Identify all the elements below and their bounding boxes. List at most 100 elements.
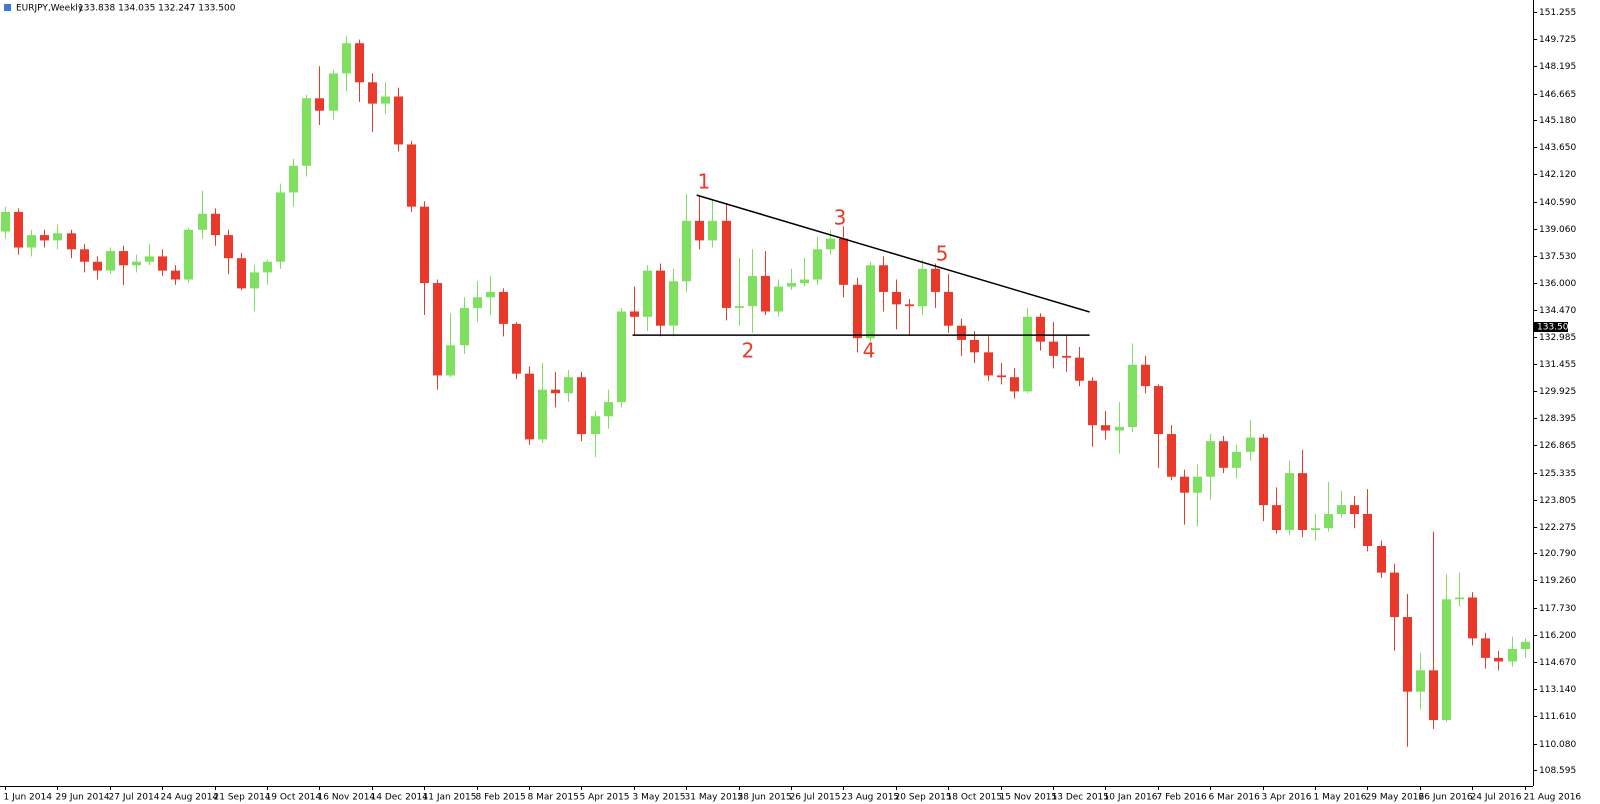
candle-body	[1455, 597, 1464, 600]
y-tick-label: 110.080	[1539, 740, 1576, 750]
x-tick-label: 29 May 2016	[1366, 793, 1425, 803]
candle-body	[499, 291, 508, 324]
candle-body	[171, 270, 180, 280]
candle-body	[1272, 505, 1281, 530]
candle-body	[1481, 638, 1490, 658]
candle-body	[1416, 670, 1425, 692]
candle-body	[604, 402, 613, 417]
x-tick-label: 1 May 2016	[1314, 793, 1367, 803]
candle-body	[211, 213, 220, 236]
candle-body	[315, 98, 324, 111]
candle-body	[1232, 451, 1241, 468]
candle-body	[839, 238, 848, 285]
candle-body	[1494, 657, 1503, 662]
candle-body	[735, 306, 744, 308]
candle-body	[106, 251, 115, 271]
y-tick-label: 151.255	[1539, 8, 1576, 18]
candle-body	[1285, 473, 1294, 530]
y-tick-label: 140.590	[1539, 198, 1576, 208]
candle-body	[538, 389, 547, 440]
x-tick-label: 28 Jun 2015	[738, 793, 792, 803]
y-tick-label: 143.650	[1539, 143, 1576, 153]
candle-body	[1141, 364, 1150, 387]
annotation: 3	[834, 206, 847, 230]
candle-body	[433, 283, 442, 376]
candle-body	[394, 96, 403, 145]
candle-body	[289, 165, 298, 193]
annotation: 5	[936, 242, 949, 266]
x-tick-label: 7 Feb 2016	[1157, 793, 1208, 803]
x-tick-label: 8 Feb 2015	[476, 793, 526, 803]
candle-body	[1298, 473, 1307, 530]
candle-body	[158, 256, 167, 271]
candle-body	[695, 220, 704, 241]
candle-body	[27, 235, 36, 248]
candle-body	[237, 258, 246, 289]
candle-body	[708, 220, 717, 241]
candle-body	[774, 286, 783, 312]
candle-body	[420, 206, 429, 284]
x-tick-label: 26 Jun 2016	[1419, 793, 1473, 803]
candle-body	[407, 144, 416, 207]
x-tick-label: 13 Dec 2015	[1052, 793, 1110, 803]
y-tick-label: 128.395	[1539, 414, 1576, 424]
candle-body	[53, 233, 62, 241]
x-tick-label: 6 Mar 2016	[1209, 793, 1261, 803]
y-tick-label: 126.865	[1539, 441, 1576, 451]
candle-body	[643, 270, 652, 317]
candle-body	[1023, 316, 1032, 392]
y-tick-label: 123.805	[1539, 496, 1576, 506]
y-tick-label: 134.470	[1539, 306, 1576, 316]
candle-body	[342, 43, 351, 74]
x-tick-label: 19 Oct 2014	[266, 793, 322, 803]
candle-body	[1403, 617, 1412, 692]
x-tick-label: 3 May 2015	[633, 793, 686, 803]
candle-body	[800, 279, 809, 284]
candle-body	[1324, 514, 1333, 529]
ohlc-header: 133.838 134.035 132.247 133.500	[78, 4, 236, 14]
candle-body	[853, 284, 862, 339]
x-tick-label: 26 Jul 2015	[790, 793, 841, 803]
candle-body	[1429, 670, 1438, 721]
y-tick-label: 132.985	[1539, 333, 1576, 343]
candle-body	[970, 339, 979, 353]
candle-body	[1508, 649, 1517, 662]
candle-body	[630, 311, 639, 317]
y-tick-label: 108.595	[1539, 766, 1576, 776]
candle-body	[1377, 545, 1386, 573]
candle-body	[957, 325, 966, 340]
candle-body	[1390, 572, 1399, 618]
candle-body	[1246, 437, 1255, 452]
candle-body	[224, 235, 233, 259]
candle-body	[787, 283, 796, 287]
candle-body	[460, 307, 469, 346]
candle-body	[276, 192, 285, 262]
x-tick-label: 11 Jan 2015	[423, 793, 477, 803]
candle-body	[1468, 597, 1477, 639]
candle-body	[1010, 377, 1019, 392]
x-tick-label: 16 Nov 2014	[318, 793, 376, 803]
candle-body	[551, 389, 560, 394]
x-tick-label: 27 Jul 2014	[109, 793, 160, 803]
candle-body	[617, 311, 626, 403]
y-tick-label: 125.335	[1539, 469, 1576, 479]
candle-body	[1, 211, 10, 232]
candle-body	[198, 213, 207, 230]
candle-body	[446, 345, 455, 376]
candle-body	[866, 265, 875, 339]
x-tick-label: 21 Sep 2014	[214, 793, 271, 803]
y-tick-label: 116.200	[1539, 631, 1576, 641]
candle-body	[1154, 386, 1163, 435]
candle-body	[250, 272, 259, 289]
candle-body	[984, 352, 993, 376]
candle-body	[905, 304, 914, 307]
candle-body	[473, 297, 482, 308]
x-tick-label: 15 Nov 2015	[1000, 793, 1058, 803]
candle-body	[722, 220, 731, 308]
candle-body	[1442, 599, 1451, 721]
candle-body	[997, 375, 1006, 378]
y-tick-label: 122.275	[1539, 523, 1576, 533]
candle-body	[1259, 437, 1268, 506]
